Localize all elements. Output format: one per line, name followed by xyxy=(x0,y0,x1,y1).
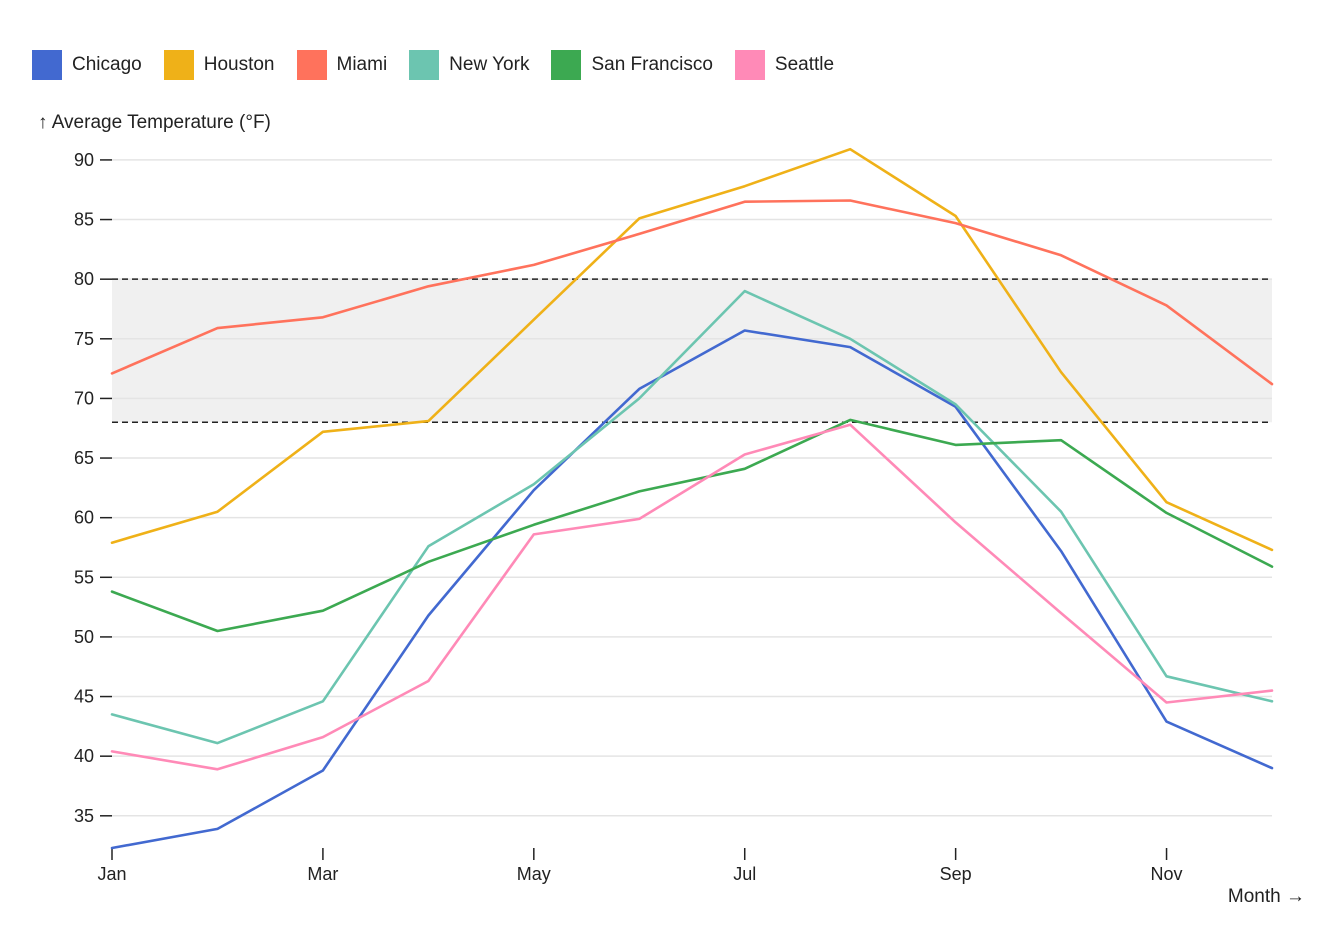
x-tick-label: Mar xyxy=(307,864,338,884)
x-tick-label: Jul xyxy=(733,864,756,884)
legend: Chicago Houston Miami New York San Francisco… xyxy=(32,50,856,80)
x-tick-label: May xyxy=(517,864,551,884)
y-axis-label: ↑ Average Temperature (°F) xyxy=(38,112,271,133)
legend-swatch xyxy=(734,50,765,80)
y-tick-label: 75 xyxy=(74,329,94,349)
legend-item-seattle: Seattle xyxy=(734,50,835,80)
series-line-chicago xyxy=(110,329,1274,850)
y-tick-label: 60 xyxy=(74,508,94,528)
y-tick-label: 35 xyxy=(74,806,94,826)
legend-item-new-york: New York xyxy=(409,50,529,80)
legend-label: San Francisco xyxy=(591,54,713,75)
y-tick-label: 80 xyxy=(74,269,94,289)
y-tick-label: 65 xyxy=(74,448,94,468)
legend-item-houston: Houston xyxy=(163,50,275,80)
series-line-seattle xyxy=(110,423,1274,771)
y-tick-label: 40 xyxy=(74,746,94,766)
legend-item-san-francisco: San Francisco xyxy=(551,50,713,80)
series-line-houston xyxy=(110,147,1274,552)
legend-swatch xyxy=(163,50,194,80)
y-tick-label: 50 xyxy=(74,627,94,647)
series-line-san-francisco xyxy=(110,418,1274,633)
x-axis-label: Month → xyxy=(1228,886,1305,907)
y-tick-label: 45 xyxy=(74,687,94,707)
legend-swatch xyxy=(32,50,62,80)
legend-label: New York xyxy=(449,54,530,75)
x-tick-label: Nov xyxy=(1151,864,1183,884)
x-tick-label: Sep xyxy=(940,864,972,884)
series-line-new-york xyxy=(110,289,1274,745)
legend-item-chicago: Chicago xyxy=(32,50,142,80)
comfort-band xyxy=(112,279,1272,423)
legend-swatch xyxy=(409,50,440,80)
legend-label: Miami xyxy=(336,54,388,75)
y-tick-label: 70 xyxy=(74,388,94,408)
legend-swatch xyxy=(296,50,327,80)
series-line-miami xyxy=(110,199,1274,386)
legend-label: Seattle xyxy=(774,54,835,75)
legend-label: Chicago xyxy=(72,54,142,75)
y-tick-label: 90 xyxy=(74,150,94,170)
series-group xyxy=(110,147,1274,850)
x-tick-label: Jan xyxy=(97,864,126,884)
y-tick-label: 55 xyxy=(74,567,94,587)
legend-item-miami: Miami xyxy=(296,50,388,80)
y-tick-label: 85 xyxy=(74,210,94,230)
legend-swatch xyxy=(551,50,582,80)
legend-label: Houston xyxy=(203,54,275,75)
